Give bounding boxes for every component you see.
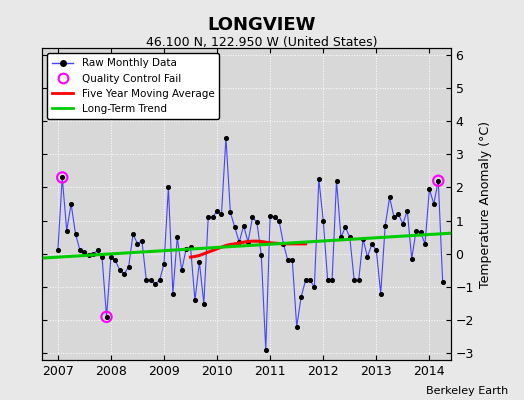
Point [84, 252, 93, 259]
Point [363, 254, 372, 260]
Point [301, 277, 310, 284]
Point [160, 260, 168, 267]
Text: Berkeley Earth: Berkeley Earth [426, 386, 508, 396]
Point [359, 236, 367, 242]
Point [248, 214, 257, 220]
Point [76, 247, 84, 254]
Point [120, 270, 128, 277]
Point [368, 241, 376, 247]
Point [337, 234, 345, 240]
Point [151, 280, 159, 287]
Point [58, 174, 67, 181]
Y-axis label: Temperature Anomaly (°C): Temperature Anomaly (°C) [479, 120, 493, 288]
Point [71, 231, 80, 237]
Point [319, 217, 328, 224]
Text: LONGVIEW: LONGVIEW [208, 16, 316, 34]
Point [213, 208, 221, 214]
Point [222, 134, 230, 141]
Point [314, 176, 323, 182]
Point [191, 297, 199, 304]
Point [58, 174, 67, 181]
Point [217, 211, 226, 217]
Point [381, 222, 389, 229]
Point [116, 267, 124, 274]
Point [98, 254, 106, 260]
Point [226, 209, 235, 216]
Point [80, 249, 89, 255]
Point [323, 277, 332, 284]
Point [394, 211, 402, 217]
Point [239, 222, 248, 229]
Point [403, 208, 411, 214]
Point [417, 229, 425, 236]
Point [89, 250, 97, 257]
Point [173, 234, 181, 240]
Point [187, 244, 195, 250]
Point [332, 178, 341, 184]
Point [102, 314, 111, 320]
Point [434, 178, 442, 184]
Point [253, 219, 261, 226]
Point [283, 257, 292, 264]
Point [275, 217, 283, 224]
Text: 46.100 N, 122.950 W (United States): 46.100 N, 122.950 W (United States) [146, 36, 378, 49]
Point [147, 277, 155, 284]
Point [270, 214, 279, 220]
Point [372, 247, 380, 254]
Point [67, 201, 75, 207]
Point [257, 252, 266, 259]
Point [209, 214, 217, 220]
Point [350, 277, 358, 284]
Point [386, 194, 394, 200]
Point [200, 300, 208, 307]
Point [195, 259, 204, 265]
Point [346, 234, 354, 240]
Point [93, 247, 102, 254]
Point [102, 314, 111, 320]
Point [156, 277, 164, 284]
Point [204, 214, 212, 220]
Point [266, 212, 275, 219]
Point [138, 237, 146, 244]
Point [421, 241, 429, 247]
Point [328, 277, 336, 284]
Point [53, 247, 62, 254]
Point [292, 324, 301, 330]
Point [288, 257, 297, 264]
Point [178, 267, 186, 274]
Point [235, 239, 244, 245]
Point [169, 290, 177, 297]
Point [164, 184, 172, 191]
Point [399, 221, 407, 227]
Point [412, 227, 420, 234]
Point [310, 284, 319, 290]
Legend: Raw Monthly Data, Quality Control Fail, Five Year Moving Average, Long-Term Tren: Raw Monthly Data, Quality Control Fail, … [47, 53, 220, 119]
Point [297, 294, 305, 300]
Point [231, 224, 239, 230]
Point [434, 178, 442, 184]
Point [133, 241, 141, 247]
Point [390, 214, 398, 220]
Point [261, 347, 270, 353]
Point [129, 231, 137, 237]
Point [377, 290, 385, 297]
Point [107, 254, 115, 260]
Point [142, 277, 150, 284]
Point [341, 224, 350, 230]
Point [279, 241, 288, 247]
Point [430, 201, 438, 207]
Point [111, 257, 119, 264]
Point [306, 277, 314, 284]
Point [124, 264, 133, 270]
Point [439, 279, 447, 285]
Point [425, 186, 433, 192]
Point [244, 239, 252, 245]
Point [408, 256, 416, 262]
Point [62, 227, 71, 234]
Point [354, 277, 363, 284]
Point [182, 246, 190, 252]
